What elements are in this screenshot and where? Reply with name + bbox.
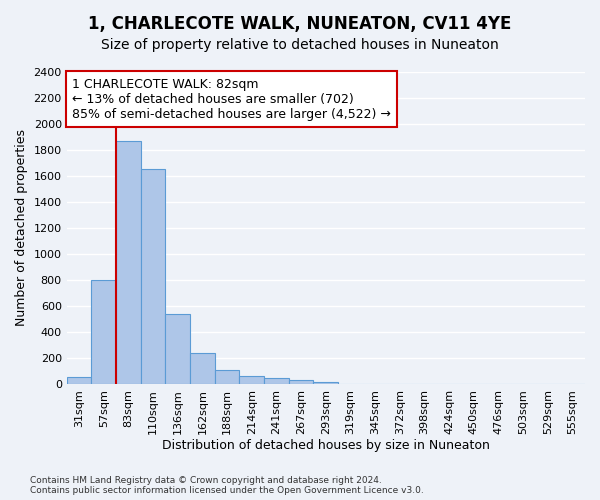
Bar xyxy=(141,169,166,384)
Y-axis label: Number of detached properties: Number of detached properties xyxy=(15,129,28,326)
Text: Contains HM Land Registry data © Crown copyright and database right 2024.
Contai: Contains HM Land Registry data © Crown c… xyxy=(30,476,424,495)
Bar xyxy=(289,380,313,384)
Bar xyxy=(166,314,190,384)
Bar xyxy=(239,376,264,384)
Bar xyxy=(116,140,141,384)
Bar xyxy=(91,280,116,384)
X-axis label: Distribution of detached houses by size in Nuneaton: Distribution of detached houses by size … xyxy=(162,440,490,452)
Bar xyxy=(215,370,239,384)
Text: 1 CHARLECOTE WALK: 82sqm
← 13% of detached houses are smaller (702)
85% of semi-: 1 CHARLECOTE WALK: 82sqm ← 13% of detach… xyxy=(72,78,391,120)
Bar xyxy=(190,352,215,384)
Text: 1, CHARLECOTE WALK, NUNEATON, CV11 4YE: 1, CHARLECOTE WALK, NUNEATON, CV11 4YE xyxy=(88,15,512,33)
Bar xyxy=(313,382,338,384)
Text: Size of property relative to detached houses in Nuneaton: Size of property relative to detached ho… xyxy=(101,38,499,52)
Bar xyxy=(264,378,289,384)
Bar xyxy=(67,377,91,384)
